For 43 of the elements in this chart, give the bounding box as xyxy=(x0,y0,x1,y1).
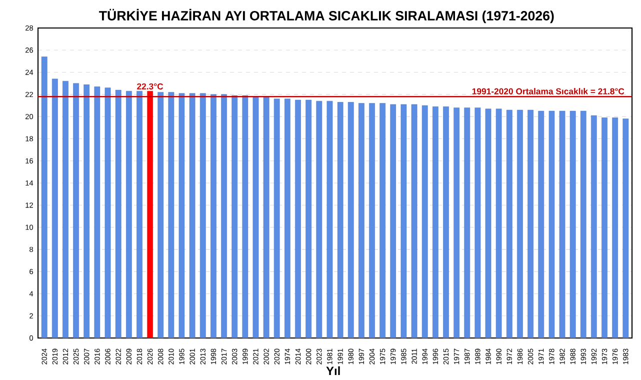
bar xyxy=(326,100,333,338)
x-axis-title: Yıl xyxy=(326,366,340,376)
bar xyxy=(622,118,629,338)
bar xyxy=(464,108,470,338)
bar xyxy=(284,98,290,338)
bar xyxy=(422,105,428,338)
bar xyxy=(306,100,312,338)
bar xyxy=(158,92,164,338)
bar xyxy=(496,108,502,338)
bar xyxy=(252,96,259,338)
bar xyxy=(94,86,100,338)
bar xyxy=(316,100,322,338)
bar xyxy=(538,110,544,338)
bar xyxy=(84,84,90,338)
bar xyxy=(221,94,227,338)
bar xyxy=(570,110,576,338)
bar xyxy=(210,94,216,338)
bar xyxy=(104,88,111,338)
bar xyxy=(548,110,555,338)
bar xyxy=(62,81,68,338)
bar xyxy=(528,110,534,338)
bar xyxy=(295,100,301,338)
chart-title: TÜRKİYE HAZİRAN AYI ORTALAMA SICAKLIK SIRALAMASI (1971-2026) xyxy=(99,8,554,24)
bar xyxy=(517,110,523,338)
bar xyxy=(612,118,618,338)
bar xyxy=(189,93,196,338)
bar xyxy=(337,102,344,338)
bar xyxy=(506,110,512,338)
bar xyxy=(115,90,122,338)
bar xyxy=(474,108,481,338)
data-label: 22.3°C xyxy=(137,83,164,90)
bar xyxy=(263,96,270,338)
bar xyxy=(443,106,449,338)
bar xyxy=(178,93,185,338)
bar xyxy=(232,95,238,338)
bar xyxy=(358,103,364,338)
bar xyxy=(591,115,597,338)
bar xyxy=(200,93,206,338)
bar xyxy=(52,78,58,338)
bar xyxy=(432,106,438,338)
ref-line-label: 1991-2020 Ortalama Sıcaklık = 21.8°C xyxy=(472,88,624,94)
bar xyxy=(602,118,608,338)
bar xyxy=(369,103,375,338)
